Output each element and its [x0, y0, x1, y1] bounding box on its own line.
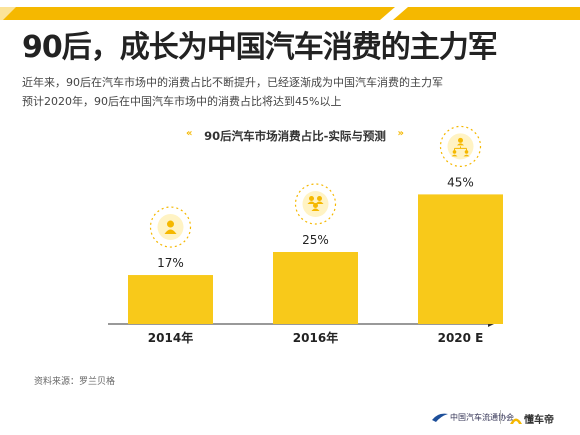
- page-title: 90后，成长为中国汽车消费的主力军: [22, 30, 498, 65]
- source-note: 资料来源：罗兰贝格: [34, 377, 116, 387]
- x-tick-label: 2014年: [148, 330, 193, 345]
- bar-value-label: 45%: [447, 175, 474, 189]
- dongchedi-logo-icon: [510, 418, 522, 424]
- subtitle-line-2: 预计2020年，90后在中国汽车市场中的消费占比将达到45%以上: [22, 95, 342, 108]
- dongchedi-logo-text: 懂车帝: [524, 415, 554, 426]
- subtitle-line-1: 近年来，90后在汽车市场中的消费占比不断提升，已经逐渐成为中国汽车消费的主力军: [22, 76, 443, 89]
- group-icon: [294, 183, 337, 225]
- single-person-icon: [149, 206, 192, 248]
- chart-title: 90后汽车市场消费占比-实际与预测: [204, 129, 386, 143]
- bar-1: [273, 252, 358, 324]
- bar-2: [418, 194, 503, 324]
- top-accent-bar: [0, 7, 580, 20]
- chevron-left-icon: «: [186, 128, 193, 139]
- network-people-icon: [439, 125, 482, 167]
- association-logo: 中国汽车流通协会: [430, 411, 514, 423]
- bar-chart: 17% 2014年 25% 2016年 45% 2020 E: [108, 125, 503, 345]
- association-logo-icon: [432, 413, 448, 422]
- bar-value-label: 25%: [302, 233, 329, 247]
- x-tick-label: 2020 E: [438, 331, 484, 345]
- x-tick-label: 2016年: [293, 330, 338, 345]
- dongchedi-logo: 懂车帝: [508, 411, 554, 426]
- bar-0: [128, 275, 213, 324]
- footer-divider: [500, 410, 501, 424]
- bar-value-label: 17%: [157, 256, 184, 270]
- chart-header: « 90后汽车市场消费占比-实际与预测 »: [180, 126, 410, 146]
- chevron-right-icon: »: [397, 128, 404, 139]
- association-logo-text: 中国汽车流通协会: [450, 412, 514, 422]
